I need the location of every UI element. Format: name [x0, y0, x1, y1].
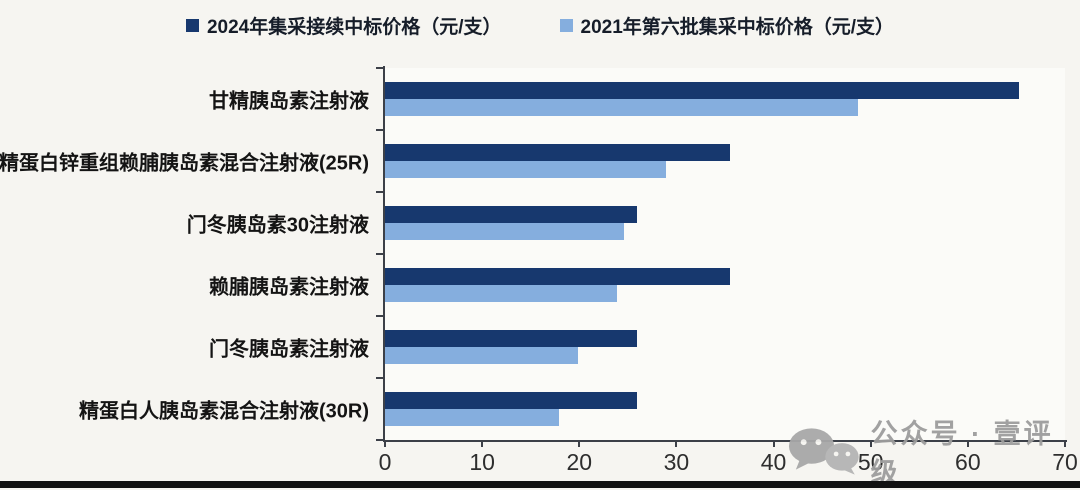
- x-tick-label-40: 40: [760, 449, 787, 475]
- legend: 2024年集采接续中标价格（元/支） 2021年第六批集采中标价格（元/支）: [0, 12, 1080, 39]
- x-tick-label-60: 60: [955, 449, 981, 475]
- y-tick-4: [376, 315, 383, 317]
- y-tick-0: [376, 67, 383, 69]
- bar-series1-cat1: [385, 161, 666, 178]
- y-tick-2: [376, 191, 383, 193]
- y-tick-5: [376, 377, 383, 379]
- bar-series1-cat5: [385, 409, 559, 426]
- x-tick-label-10: 10: [469, 449, 495, 475]
- x-tick-label-30: 30: [663, 449, 690, 475]
- x-axis-line: [383, 440, 1067, 442]
- x-tick-label-20: 20: [566, 449, 593, 475]
- category-axis: 甘精胰岛素注射液精蛋白锌重组赖脯胰岛素混合注射液(25R) 门冬胰岛素30注射液赖…: [0, 68, 377, 440]
- legend-marker-2021: [559, 19, 573, 32]
- x-tick-70: [1064, 440, 1066, 447]
- x-tick-label-50: 50: [857, 449, 884, 475]
- x-tick-10: [481, 440, 484, 447]
- legend-label-2021: 2021年第六批集采中标价格（元/支）: [580, 17, 895, 38]
- category-label-0: 甘精胰岛素注射液: [209, 90, 369, 113]
- legend-marker-2024: [185, 19, 199, 32]
- bar-series0-cat1: [385, 144, 730, 161]
- bar-series0-cat0: [385, 82, 1020, 99]
- bar-series0-cat5: [385, 392, 637, 409]
- bar-series1-cat3: [385, 285, 618, 302]
- y-tick-3: [376, 253, 383, 255]
- category-label-2: 门冬胰岛素30注射液: [186, 214, 369, 237]
- x-tick-40: [772, 440, 775, 447]
- legend-item-2024: 2024年集采接续中标价格（元/支）: [185, 12, 502, 39]
- x-tick-20: [578, 440, 581, 447]
- plot-area: 0 10 20 30 40 50 60 70: [376, 66, 1078, 475]
- y-tick-1: [376, 129, 383, 131]
- category-label-5: 精蛋白人胰岛素混合注射液(30R): [78, 400, 369, 423]
- bottom-border: [0, 481, 1080, 488]
- category-label-3: 赖脯胰岛素注射液: [209, 276, 369, 299]
- x-tick-label-70: 70: [1052, 449, 1078, 475]
- category-label-4: 门冬胰岛素注射液: [209, 338, 369, 361]
- x-tick-50: [869, 440, 872, 447]
- bar-series1-cat0: [385, 99, 859, 116]
- bar-series1-cat2: [385, 223, 624, 240]
- legend-label-2024: 2024年集采接续中标价格（元/支）: [206, 17, 502, 38]
- y-axis-line: [383, 66, 385, 442]
- x-tick-60: [966, 440, 969, 447]
- y-tick-6: [376, 439, 383, 441]
- x-tick-30: [675, 440, 678, 447]
- x-tick-0: [384, 440, 386, 447]
- bar-series1-cat4: [385, 347, 579, 364]
- bar-series0-cat3: [385, 268, 730, 285]
- category-label-1: 精蛋白锌重组赖脯胰岛素混合注射液(25R): [0, 152, 369, 175]
- x-tick-label-0: 0: [378, 449, 392, 475]
- bar-series0-cat2: [385, 206, 637, 223]
- bar-series0-cat4: [385, 330, 637, 347]
- legend-item-2021: 2021年第六批集采中标价格（元/支）: [559, 12, 895, 39]
